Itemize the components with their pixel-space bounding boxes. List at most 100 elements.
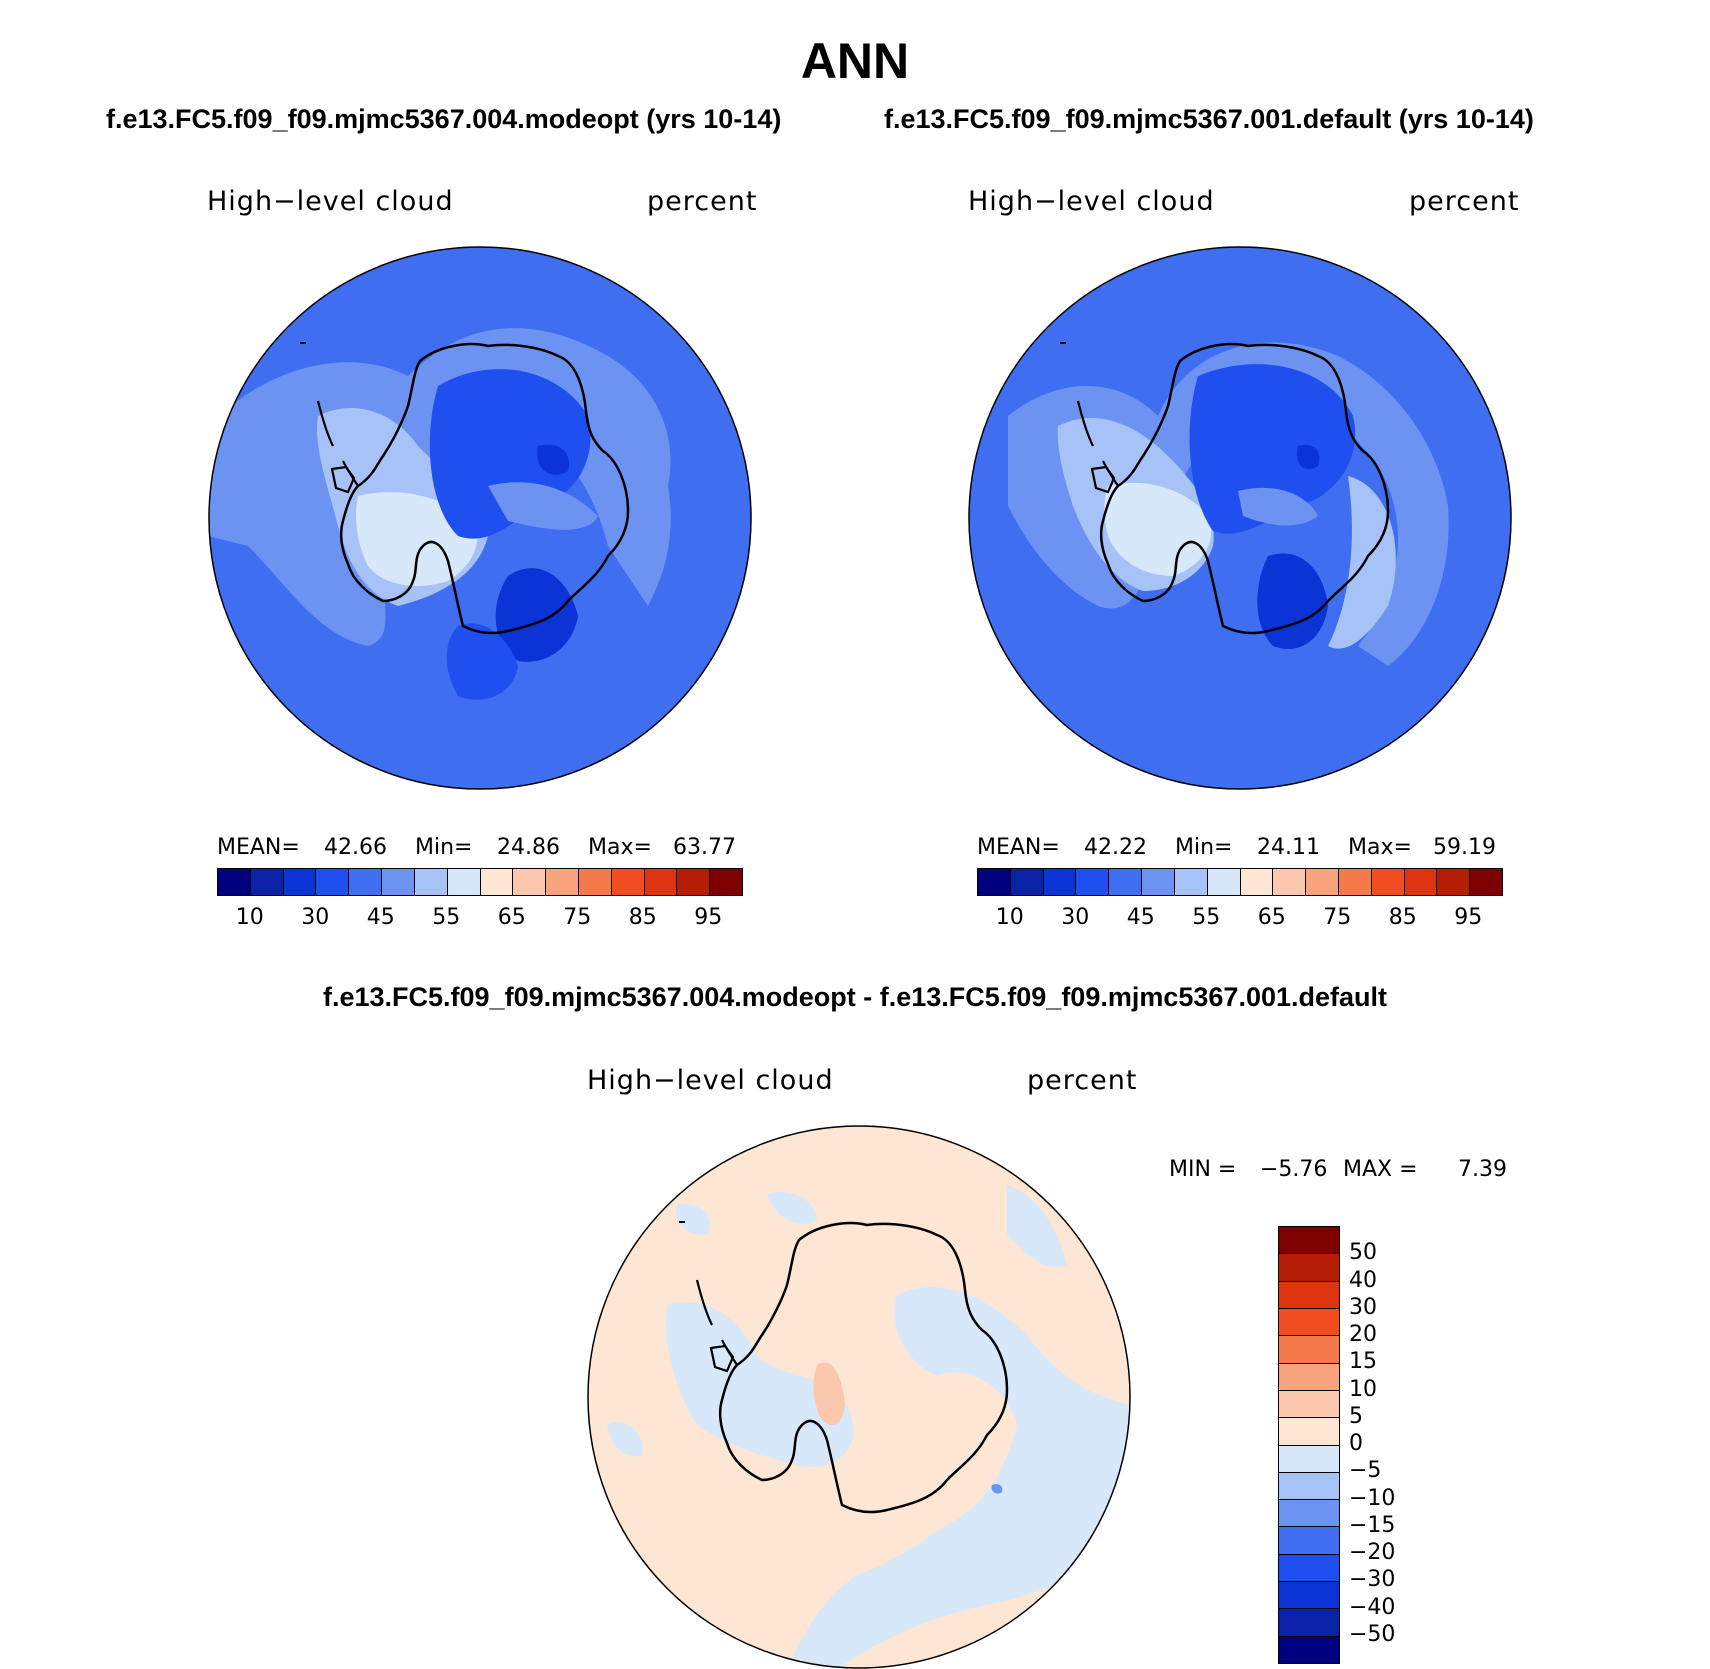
panel3-colorbar-box [1279, 1281, 1339, 1309]
panel1-colorbar-color-box [218, 869, 251, 895]
panel2-colorbar-color-box [1043, 869, 1077, 895]
panel1-colorbar-color-box [480, 869, 514, 895]
panel2-colorbar-color-box [978, 869, 1011, 895]
panel1-mean-value: 42.66 [324, 835, 387, 860]
panel3-colorbar-box [1279, 1445, 1339, 1473]
panel3-colorbar-box [1279, 1609, 1339, 1637]
panel3-colorbar-box [1279, 1582, 1339, 1610]
panel3-colorbar-tick-label: −20 [1349, 1540, 1396, 1565]
panel3-colorbar [1278, 1226, 1340, 1664]
panel3-colorbar-box [1279, 1227, 1339, 1255]
panel2-colorbar-color-box [1470, 869, 1502, 895]
panel1-colorbar-tick-label: 95 [694, 905, 723, 930]
panel1-colorbar-color-box [250, 869, 284, 895]
difference-title: f.e13.FC5.f09_f09.mjmc5367.004.modeopt -… [322, 982, 1387, 1012]
panel2-colorbar-tick-label: 30 [1061, 905, 1090, 930]
panel1-polar-map [208, 246, 752, 790]
panel1-colorbar-tick-label: 10 [235, 905, 264, 930]
panel3-colorbar-box [1279, 1418, 1339, 1446]
panel1-colorbar-tick-label: 45 [366, 905, 395, 930]
panel3-colorbar-tick-label: −30 [1349, 1567, 1396, 1593]
case1-title: f.e13.FC5.f09_f09.mjmc5367.004.modeopt (… [106, 104, 782, 134]
panel1-colorbar-color-box [382, 869, 415, 895]
panel3-colorbar-box [1279, 1390, 1339, 1419]
panel2-colorbar-tick-label: 65 [1257, 905, 1286, 930]
panel1-min-label: Min= [415, 835, 473, 860]
panel3-difference-map [587, 1125, 1131, 1669]
panel1-colorbar-color-box [677, 869, 711, 895]
panel3-colorbar-box [1279, 1336, 1339, 1364]
panel3-colorbar-box [1279, 1308, 1339, 1337]
panel2-colorbar-color-box [1142, 869, 1175, 895]
panel3-colorbar-tick-label: −15 [1349, 1512, 1396, 1538]
panel1-min-value: 24.86 [497, 835, 560, 860]
panel1-colorbar-color-box [513, 869, 547, 895]
panel1-colorbar-color-box [283, 869, 317, 895]
panel3-colorbar-tick-label: −50 [1349, 1621, 1396, 1647]
panel1-colorbar-color-box [578, 869, 612, 895]
panel1-colorbar-color-box [644, 869, 678, 895]
panel1-max-label: Max= [588, 835, 652, 860]
panel2-mean-label: MEAN= [977, 835, 1060, 860]
panel2-max-value: 59.19 [1433, 835, 1496, 860]
panel3-colorbar-box [1279, 1472, 1339, 1501]
panel3-min-value: −5.76 [1260, 1157, 1328, 1182]
panel2-mean-value: 42.22 [1084, 835, 1147, 860]
panel1-colorbar-tick-label: 75 [563, 905, 592, 930]
panel1-colorbar-color-box [546, 869, 579, 895]
panel3-min-label: MIN = [1169, 1157, 1237, 1182]
panel2-colorbar-color-box [1338, 869, 1372, 895]
panel3-colorbar-tick-label: 15 [1349, 1349, 1377, 1375]
panel3-colorbar-tick-label: 30 [1349, 1294, 1377, 1320]
panel2-colorbar-color-box [1174, 869, 1208, 895]
panel2-polar-map [968, 246, 1512, 790]
panel1-variable-label: High−level cloud [207, 186, 454, 217]
panel3-colorbar-tick-label: −10 [1349, 1485, 1396, 1511]
panel3-colorbar-box [1279, 1363, 1339, 1391]
panel3-max-label: MAX = [1343, 1157, 1418, 1182]
panel3-units-label: percent [1027, 1065, 1138, 1096]
panel1-colorbar-color-box [611, 869, 645, 895]
panel3-colorbar-tick-label: 20 [1349, 1322, 1377, 1347]
panel2-colorbar-color-box [1240, 869, 1274, 895]
panel3-colorbar-box [1279, 1554, 1339, 1583]
panel1-colorbar-color-box [414, 869, 448, 895]
panel3-variable-label: High−level cloud [587, 1065, 834, 1096]
panel1-colorbar-color-box [349, 869, 383, 895]
panel3-colorbar-tick-label: 40 [1349, 1267, 1377, 1293]
panel2-colorbar-color-box [1207, 869, 1241, 895]
panel1-colorbar-tick-label: 85 [628, 905, 657, 930]
panel3-colorbar-box [1279, 1500, 1339, 1528]
panel1-units-label: percent [647, 186, 758, 217]
panel2-variable-label: High−level cloud [968, 186, 1215, 217]
panel3-colorbar-tick-label: −40 [1349, 1594, 1396, 1620]
panel1-colorbar-tick-label: 30 [301, 905, 330, 930]
panel1-colorbar-color-box [316, 869, 350, 895]
panel2-colorbar-color-box [1404, 869, 1438, 895]
panel2-min-label: Min= [1175, 835, 1233, 860]
panel1-colorbar-color-box [710, 869, 742, 895]
panel3-colorbar-tick-label: 5 [1349, 1403, 1363, 1429]
panel2-colorbar-tick-label: 10 [995, 905, 1024, 930]
panel1-colorbar [217, 868, 743, 896]
panel2-colorbar-tick-label: 55 [1192, 905, 1221, 930]
panel2-colorbar-color-box [1437, 869, 1471, 895]
case2-title: f.e13.FC5.f09_f09.mjmc5367.001.default (… [884, 104, 1534, 134]
panel1-mean-label: MEAN= [217, 835, 300, 860]
panel2-colorbar-tick-label: 95 [1454, 905, 1483, 930]
panel2-colorbar-color-box [1010, 869, 1044, 895]
panel3-colorbar-tick-label: −5 [1349, 1458, 1382, 1484]
panel2-colorbar-color-box [1109, 869, 1143, 895]
panel3-colorbar-tick-label: 10 [1349, 1376, 1377, 1402]
panel2-colorbar [977, 868, 1503, 896]
panel2-colorbar-tick-label: 85 [1388, 905, 1417, 930]
panel2-colorbar-tick-label: 45 [1126, 905, 1155, 930]
page-title: ANN [800, 33, 910, 89]
panel2-colorbar-color-box [1371, 869, 1405, 895]
panel3-colorbar-tick-label: 50 [1349, 1240, 1377, 1266]
panel2-units-label: percent [1409, 186, 1520, 217]
panel1-colorbar-color-box [447, 869, 481, 895]
panel2-colorbar-color-box [1076, 869, 1110, 895]
panel1-colorbar-tick-label: 65 [497, 905, 526, 930]
panel1-max-value: 63.77 [673, 835, 736, 860]
